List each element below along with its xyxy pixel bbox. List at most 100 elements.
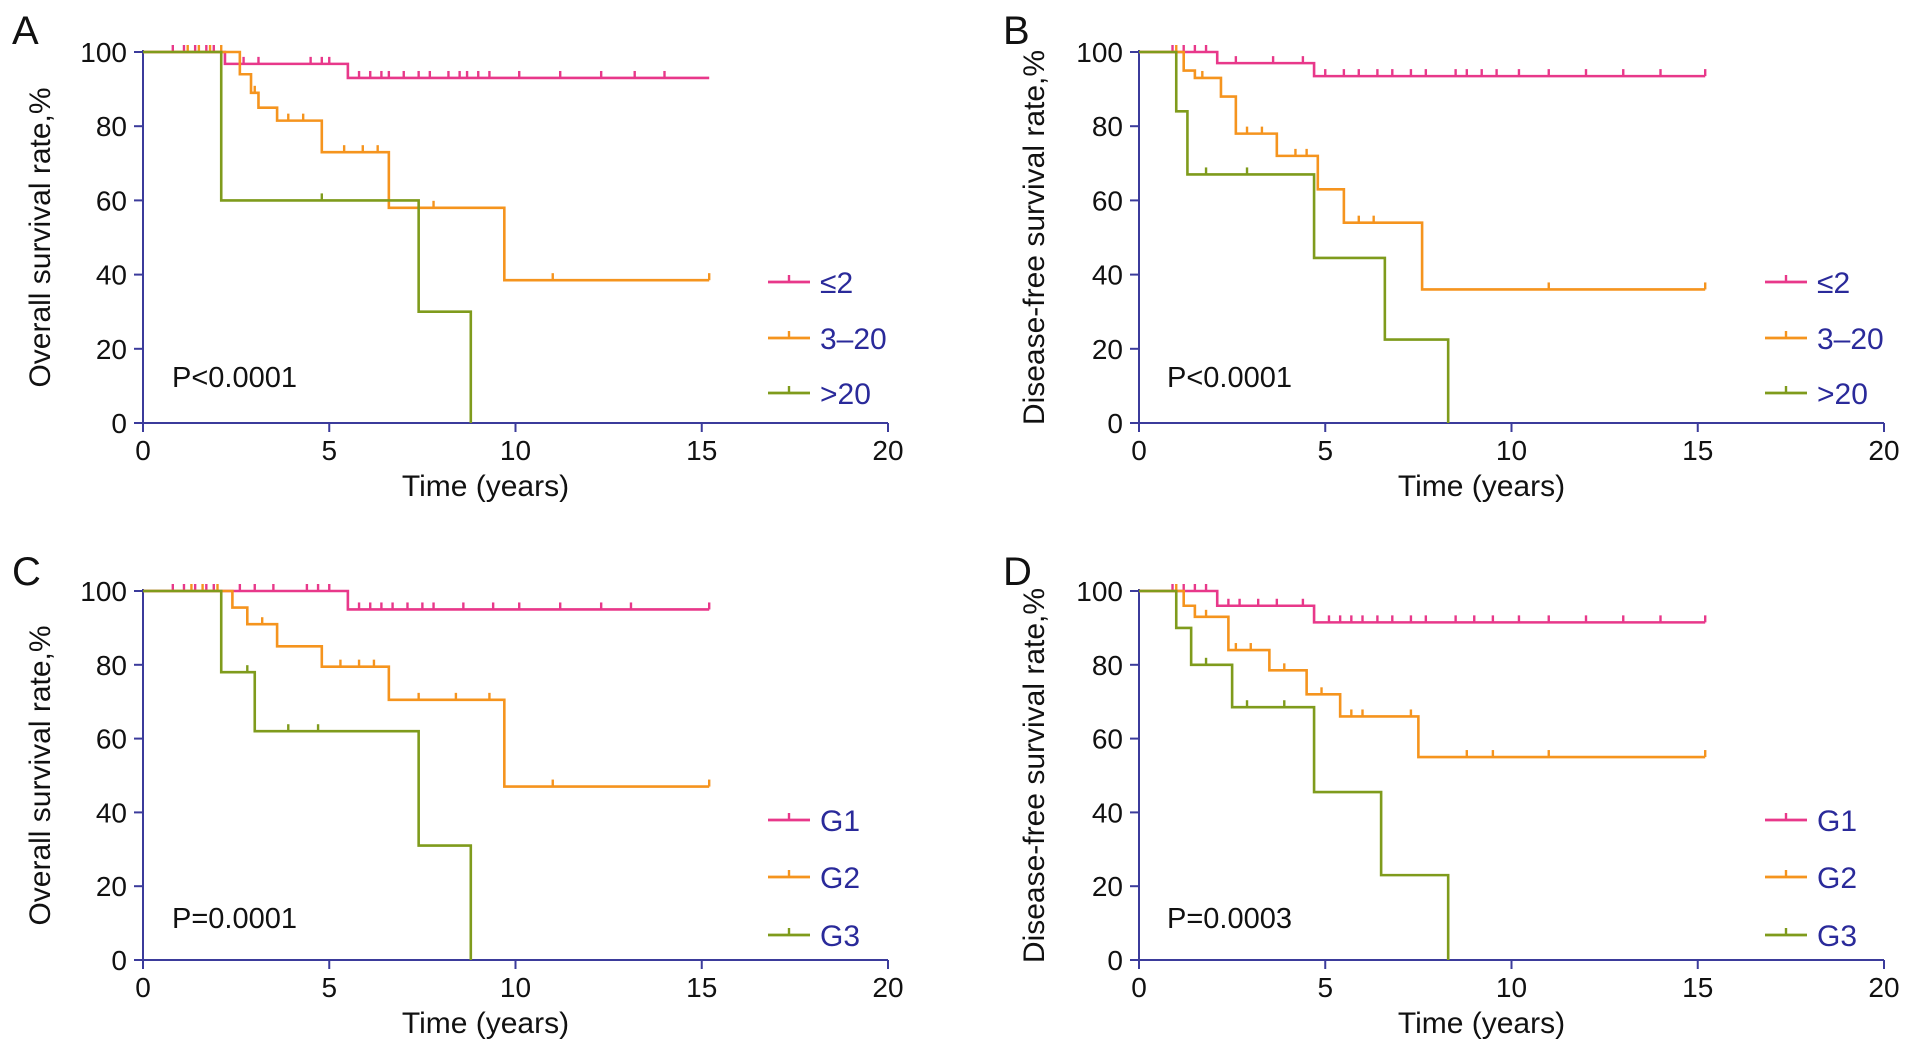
x-tick-label: 10	[500, 435, 531, 466]
y-tick-label: 100	[1076, 37, 1123, 68]
legend-label: ≤2	[1817, 267, 1850, 300]
y-tick-label: 100	[80, 576, 127, 607]
x-tick-label: 20	[872, 972, 903, 1003]
panel-a: A 0 5 10 15 20 0 20 40 60 80 100 Time (years) Overall…	[12, 9, 904, 503]
series-3: >20	[1139, 50, 1868, 423]
y-tick-label: 0	[1107, 408, 1123, 439]
series-1: ≤2	[143, 45, 853, 300]
survival-curve	[1139, 50, 1706, 291]
legend-label: G2	[1817, 862, 1857, 895]
x-tick-label: 15	[686, 972, 717, 1003]
x-axis-title: Time (years)	[402, 1007, 569, 1040]
x-tick-label: 5	[321, 972, 337, 1003]
x-tick-label: 20	[1868, 435, 1899, 466]
y-tick-label: 60	[96, 185, 127, 216]
survival-curve	[1139, 589, 1706, 759]
x-tick-label: 5	[1317, 972, 1333, 1003]
panel-b: B 0 5 10 15 20 0 20 40 60 80 100 Time (years) Disease…	[1003, 9, 1900, 503]
panel-letter: A	[12, 9, 39, 53]
legend-label: 3–20	[820, 323, 887, 356]
x-tick-label: 15	[1682, 972, 1713, 1003]
y-tick-label: 20	[96, 334, 127, 365]
survival-curve	[1139, 589, 1706, 624]
legend-label: 3–20	[1817, 323, 1884, 356]
x-tick-label: 15	[686, 435, 717, 466]
series-2: G2	[143, 584, 860, 895]
x-axis-title: Time (years)	[402, 470, 569, 503]
y-axis-title: Disease-free survival rate,%	[1018, 50, 1051, 425]
legend-label: >20	[1817, 378, 1868, 411]
y-tick-label: 100	[80, 37, 127, 68]
x-tick-label: 5	[1317, 435, 1333, 466]
y-tick-label: 20	[1092, 871, 1123, 902]
x-tick-label: 10	[1496, 435, 1527, 466]
y-tick-label: 80	[1092, 650, 1123, 681]
y-tick-label: 40	[96, 797, 127, 828]
x-tick-label: 20	[872, 435, 903, 466]
series-1: G1	[1139, 584, 1857, 838]
y-tick-label: 60	[1092, 185, 1123, 216]
legend-label: G3	[820, 920, 860, 953]
survival-curve	[143, 50, 710, 282]
panel-letter: C	[12, 550, 41, 594]
y-tick-label: 20	[96, 871, 127, 902]
legend-label: G2	[820, 862, 860, 895]
p-value: P<0.0001	[172, 362, 297, 394]
legend-label: >20	[820, 378, 871, 411]
x-tick-label: 10	[500, 972, 531, 1003]
panel-d: D 0 5 10 15 20 0 20 40 60 80 100 Time (years) Disease…	[1003, 550, 1900, 1040]
legend-label: G1	[1817, 805, 1857, 838]
survival-curve	[143, 589, 473, 960]
y-tick-label: 100	[1076, 576, 1123, 607]
x-tick-label: 10	[1496, 972, 1527, 1003]
y-axis-title: Overall survival rate,%	[24, 87, 57, 387]
survival-curve	[1139, 50, 1450, 423]
legend-label: ≤2	[820, 267, 853, 300]
panel-c: C 0 5 10 15 20 0 20 40 60 80 100 Time (years) Overall…	[12, 550, 904, 1040]
x-tick-label: 5	[321, 435, 337, 466]
x-tick-label: 0	[135, 435, 151, 466]
y-axis-title: Overall survival rate,%	[24, 625, 57, 925]
x-tick-label: 20	[1868, 972, 1899, 1003]
series-1: ≤2	[1139, 45, 1850, 300]
p-value: P=0.0001	[172, 903, 297, 935]
y-tick-label: 80	[96, 111, 127, 142]
y-tick-label: 40	[1092, 260, 1123, 291]
survival-curve	[143, 589, 710, 788]
x-axis-title: Time (years)	[1398, 1007, 1565, 1040]
y-tick-label: 80	[1092, 111, 1123, 142]
survival-curve	[143, 50, 710, 80]
survival-curve	[1139, 589, 1450, 960]
x-tick-label: 15	[1682, 435, 1713, 466]
series-2: G2	[1139, 584, 1857, 895]
y-tick-label: 0	[111, 945, 127, 976]
y-tick-label: 0	[111, 408, 127, 439]
panel-letter: D	[1003, 550, 1032, 594]
survival-curve	[1139, 50, 1706, 78]
x-tick-label: 0	[135, 972, 151, 1003]
legend-label: G3	[1817, 920, 1857, 953]
series-2: 3–20	[143, 45, 887, 356]
y-tick-label: 40	[96, 260, 127, 291]
y-tick-label: 20	[1092, 334, 1123, 365]
survival-curve	[143, 50, 473, 423]
panel-letter: B	[1003, 9, 1030, 53]
y-tick-label: 40	[1092, 797, 1123, 828]
series-3: >20	[143, 50, 871, 423]
y-tick-label: 60	[96, 724, 127, 755]
legend-label: G1	[820, 805, 860, 838]
series-3: G3	[143, 589, 860, 960]
y-tick-label: 0	[1107, 945, 1123, 976]
p-value: P<0.0001	[1167, 362, 1292, 394]
series-1: G1	[143, 584, 860, 838]
x-tick-label: 0	[1131, 435, 1147, 466]
series-3: G3	[1139, 589, 1857, 960]
x-tick-label: 0	[1131, 972, 1147, 1003]
y-axis-title: Disease-free survival rate,%	[1018, 588, 1051, 963]
y-tick-label: 80	[96, 650, 127, 681]
x-axis-title: Time (years)	[1398, 470, 1565, 503]
y-tick-label: 60	[1092, 724, 1123, 755]
series-2: 3–20	[1139, 45, 1884, 356]
p-value: P=0.0003	[1167, 903, 1292, 935]
